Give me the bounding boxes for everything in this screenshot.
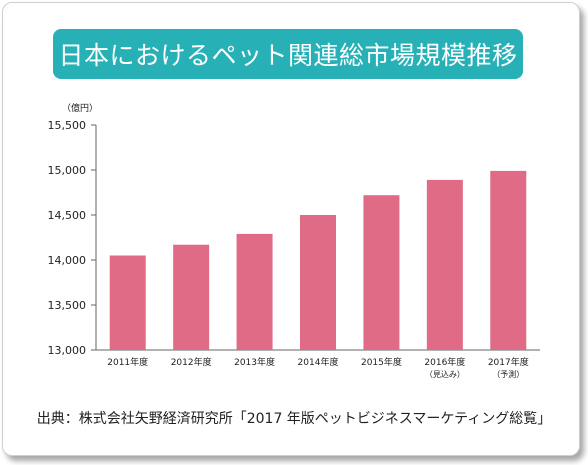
chart-card: 日本におけるペット関連総市場規模推移 xyxy=(2,2,580,456)
y-tick-label: 14,500 xyxy=(48,209,87,222)
x-tick-label: 2012年度 xyxy=(171,356,212,368)
x-tick-label: 2011年度 xyxy=(107,356,148,368)
title-banner: 日本におけるペット関連総市場規模推移 xyxy=(53,29,523,79)
x-tick-label: 2017年度 xyxy=(488,356,529,368)
x-tick-note: （見込み） xyxy=(425,370,465,379)
x-tick-label: 2013年度 xyxy=(234,356,275,368)
bar-2014年度 xyxy=(300,215,336,350)
bar-2012年度 xyxy=(173,244,210,350)
source-citation: 出典：株式会社矢野経済研究所「2017 年版ペットビジネスマーケティング総覧」 xyxy=(36,411,552,427)
bar-2017年度 xyxy=(490,170,527,350)
x-tick-label: 2014年度 xyxy=(298,356,339,368)
bar-2016年度 xyxy=(426,179,463,350)
bars xyxy=(109,170,527,350)
bar-2013年度 xyxy=(236,233,273,350)
tick-labels: 13,000 13,500 14,000 14,500 15,000 15,500 2011… xyxy=(48,119,529,379)
x-tick-note: （予測） xyxy=(492,369,524,379)
y-tick-label: 14,000 xyxy=(48,254,87,267)
y-tick-label: 15,500 xyxy=(48,119,87,132)
bar-2011年度 xyxy=(109,255,146,350)
y-tick-label: 13,500 xyxy=(48,299,87,312)
x-tick-label: 2015年度 xyxy=(361,356,402,368)
y-axis-unit-label: （億円） xyxy=(62,102,98,114)
y-tick-label: 13,000 xyxy=(48,344,87,357)
y-tick-label: 15,000 xyxy=(48,164,87,177)
x-tick-label: 2016年度 xyxy=(424,356,465,368)
bar-2015年度 xyxy=(363,195,400,350)
chart-title: 日本におけるペット関連総市場規模推移 xyxy=(58,41,518,70)
